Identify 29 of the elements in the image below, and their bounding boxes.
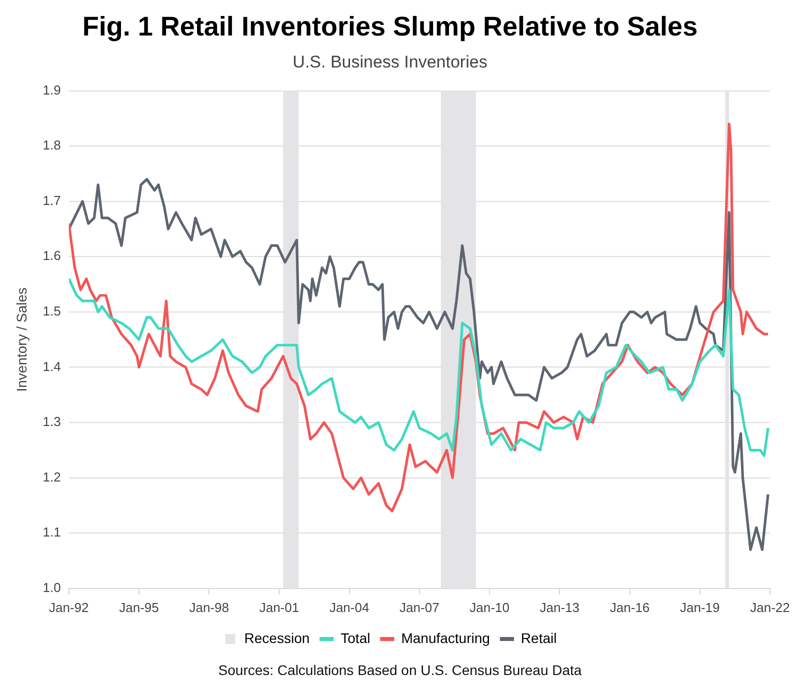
legend-label: Total [340,630,370,646]
legend-label: Retail [520,630,557,646]
y-tick-label: 1.1 [42,524,61,540]
x-tick-label: Jan-01 [259,600,300,615]
x-tick-label: Jan-98 [189,600,229,615]
y-tick-label: 1.6 [42,248,61,264]
y-axis-title: Inventory / Sales [13,287,30,392]
x-tick-label: Jan-13 [540,600,580,615]
x-tick-label: Jan-22 [750,600,790,615]
source-note: Sources: Calculations Based on U.S. Census Bureau Data [217,662,583,678]
y-tick-label: 1.3 [42,414,61,430]
x-tick-label: Jan-04 [329,600,370,615]
y-tick-label: 1.5 [42,304,61,319]
x-tick-label: Jan-19 [680,600,720,615]
y-tick-label: 1.7 [42,192,61,208]
y-tick-label: 1.9 [42,82,61,98]
y-tick-label: 1.4 [42,358,61,374]
legend-label: Recession [244,630,310,646]
y-tick-label: 1.2 [42,469,61,484]
chart-subtitle: U.S. Business Inventories [292,52,488,72]
x-tick-label: Jan-95 [119,600,159,615]
x-tick-label: Jan-07 [400,600,440,615]
y-tick-label: 1.8 [42,138,61,153]
chart-title: Fig. 1 Retail Inventories Slump Relative to Sales [82,12,698,42]
x-tick-label: Jan-10 [470,600,510,615]
x-tick-label: Jan-92 [48,600,89,615]
legend-label: Manufacturing [401,630,490,646]
y-tick-label: 1.0 [42,580,61,595]
x-tick-label: Jan-16 [610,600,650,615]
